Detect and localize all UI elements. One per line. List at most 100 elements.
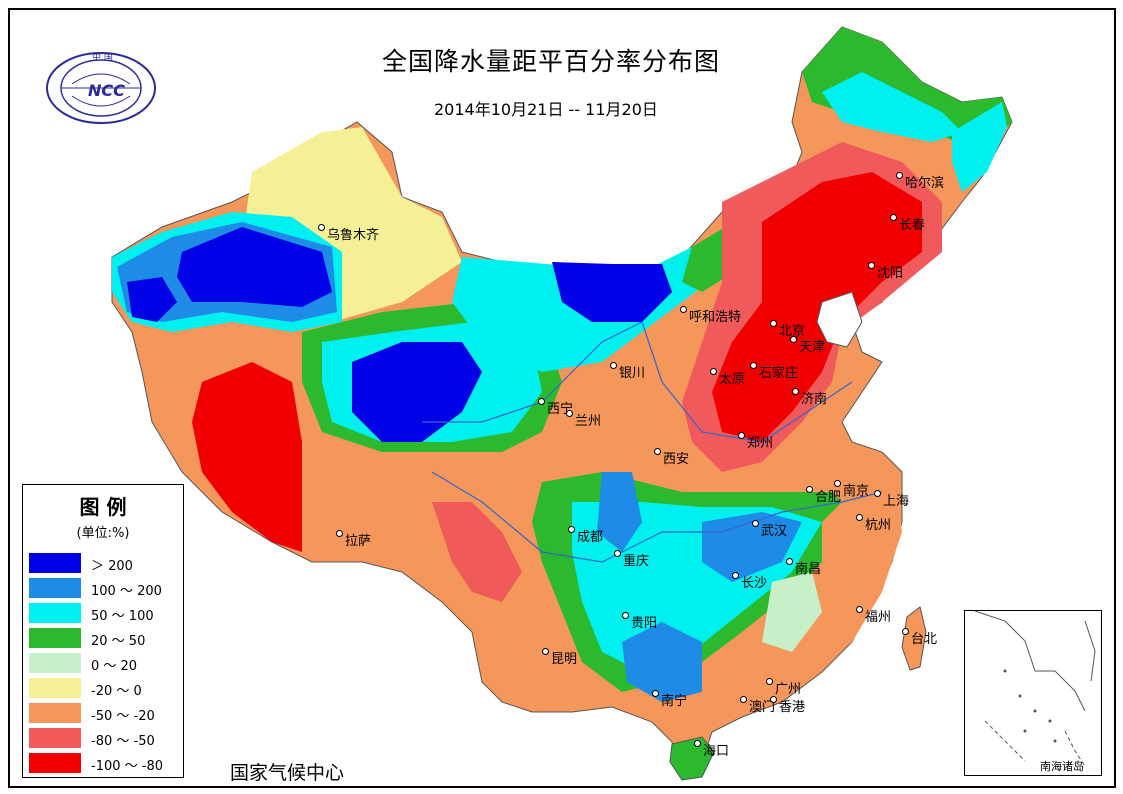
city-name: 石家庄 xyxy=(759,366,799,381)
legend-swatch xyxy=(29,578,81,598)
zone-blue-xinjiang-w xyxy=(127,277,177,322)
city-name: 重庆 xyxy=(623,554,650,569)
legend-label: 50 ～ 100 xyxy=(91,609,154,624)
zone-blue-xinjiang xyxy=(177,227,332,307)
city-marker-icon xyxy=(614,550,621,557)
city-name: 济南 xyxy=(801,392,828,407)
city-label: 广州 xyxy=(766,678,801,697)
city-marker-icon xyxy=(542,648,549,655)
zone-blue-qinghai xyxy=(352,342,482,442)
city-label: 成都 xyxy=(568,526,603,545)
legend: 图 例 (单位:%) ＞ 200 100 ～ 200 50 ～ 100 20 ～… xyxy=(22,484,184,778)
legend-label: -20 ～ 0 xyxy=(91,684,142,699)
city-label: 合肥 xyxy=(806,486,841,505)
city-marker-icon xyxy=(902,628,909,635)
zone-blue-south xyxy=(597,472,642,552)
city-label: 南宁 xyxy=(652,690,687,709)
river-yangtze xyxy=(431,471,883,563)
legend-label: -100 ～ -80 xyxy=(91,759,164,774)
city-label: 兰州 xyxy=(566,410,601,429)
city-name: 长沙 xyxy=(741,576,768,591)
city-marker-icon xyxy=(336,530,343,537)
city-name: 长春 xyxy=(899,218,926,233)
city-marker-icon xyxy=(766,678,773,685)
city-name: 福州 xyxy=(865,610,892,625)
city-marker-icon xyxy=(792,388,799,395)
map-title: 全国降水量距平百分率分布图 xyxy=(382,47,721,76)
zone-blue-nm xyxy=(552,262,672,322)
city-label: 沈阳 xyxy=(868,262,903,281)
city-marker-icon xyxy=(750,362,757,369)
city-name: 乌鲁木齐 xyxy=(327,228,380,243)
legend-item: -80 ～ -50 xyxy=(29,726,179,749)
inset-label: 南海诸岛 xyxy=(1040,760,1084,773)
city-marker-icon xyxy=(770,320,777,327)
hainan xyxy=(669,736,715,781)
city-label: 南京 xyxy=(834,480,869,499)
legend-swatch xyxy=(29,653,81,673)
city-label: 天津 xyxy=(790,336,825,355)
zone-blue-nanning xyxy=(622,622,702,702)
city-marker-icon xyxy=(856,514,863,521)
city-marker-icon xyxy=(874,490,881,497)
city-label: 郑州 xyxy=(738,432,773,451)
city-marker-icon xyxy=(868,262,875,269)
inset-map xyxy=(974,610,1096,767)
city-label: 香港 xyxy=(770,696,805,715)
city-label: 长春 xyxy=(890,214,925,233)
legend-item: ＞ 200 xyxy=(29,551,179,574)
city-label: 太原 xyxy=(710,368,745,387)
city-name: 合肥 xyxy=(815,490,842,505)
south-china-sea-inset xyxy=(964,610,1102,776)
zone-cyan-ne xyxy=(822,72,962,142)
city-marker-icon xyxy=(652,690,659,697)
city-marker-icon xyxy=(890,214,897,221)
legend-item: -100 ～ -80 xyxy=(29,751,179,774)
city-name: 哈尔滨 xyxy=(905,176,945,191)
legend-swatch xyxy=(29,728,81,748)
city-marker-icon xyxy=(740,696,747,703)
city-name: 南宁 xyxy=(661,694,688,709)
city-marker-icon xyxy=(732,572,739,579)
city-name: 上海 xyxy=(883,494,910,509)
city-marker-icon xyxy=(622,612,629,619)
taiwan xyxy=(901,606,927,671)
city-marker-icon xyxy=(568,526,575,533)
city-name: 西安 xyxy=(663,452,690,467)
logo-main-text: NCC xyxy=(88,81,125,100)
city-marker-icon xyxy=(566,410,573,417)
city-label: 北京 xyxy=(770,320,805,339)
city-name: 广州 xyxy=(775,682,802,697)
city-marker-icon xyxy=(738,432,745,439)
logo-top-text: 中 国 xyxy=(92,51,113,63)
city-marker-icon xyxy=(790,336,797,343)
legend-label: 0 ～ 20 xyxy=(91,659,138,674)
zone-red-tibet xyxy=(192,362,302,552)
city-label: 呼和浩特 xyxy=(680,306,741,325)
legend-item: -20 ～ 0 xyxy=(29,676,179,699)
city-marker-icon xyxy=(834,480,841,487)
city-marker-icon xyxy=(654,448,661,455)
city-name: 南昌 xyxy=(795,562,822,577)
city-label: 西安 xyxy=(654,448,689,467)
city-name: 香港 xyxy=(779,700,806,715)
city-label: 台北 xyxy=(902,628,937,647)
city-name: 贵阳 xyxy=(631,616,658,631)
city-name: 台北 xyxy=(911,632,938,647)
legend-title: 图 例 xyxy=(79,495,127,519)
ncc-logo-graphic: 中 国 NCC xyxy=(46,51,156,124)
city-label: 拉萨 xyxy=(336,530,371,549)
city-name: 澳门 xyxy=(749,700,776,715)
city-name: 太原 xyxy=(719,372,746,387)
zone-deepred-northchina xyxy=(712,172,922,442)
city-name: 拉萨 xyxy=(345,534,372,549)
city-name: 海口 xyxy=(703,744,730,759)
legend-swatch xyxy=(29,753,81,773)
map-subtitle: 2014年10月21日 -- 11月20日 xyxy=(434,100,658,119)
city-marker-icon xyxy=(752,520,759,527)
city-label: 石家庄 xyxy=(750,362,798,381)
city-label: 长沙 xyxy=(732,572,767,591)
city-marker-icon xyxy=(710,368,717,375)
city-marker-icon xyxy=(786,558,793,565)
city-name: 武汉 xyxy=(761,524,788,539)
